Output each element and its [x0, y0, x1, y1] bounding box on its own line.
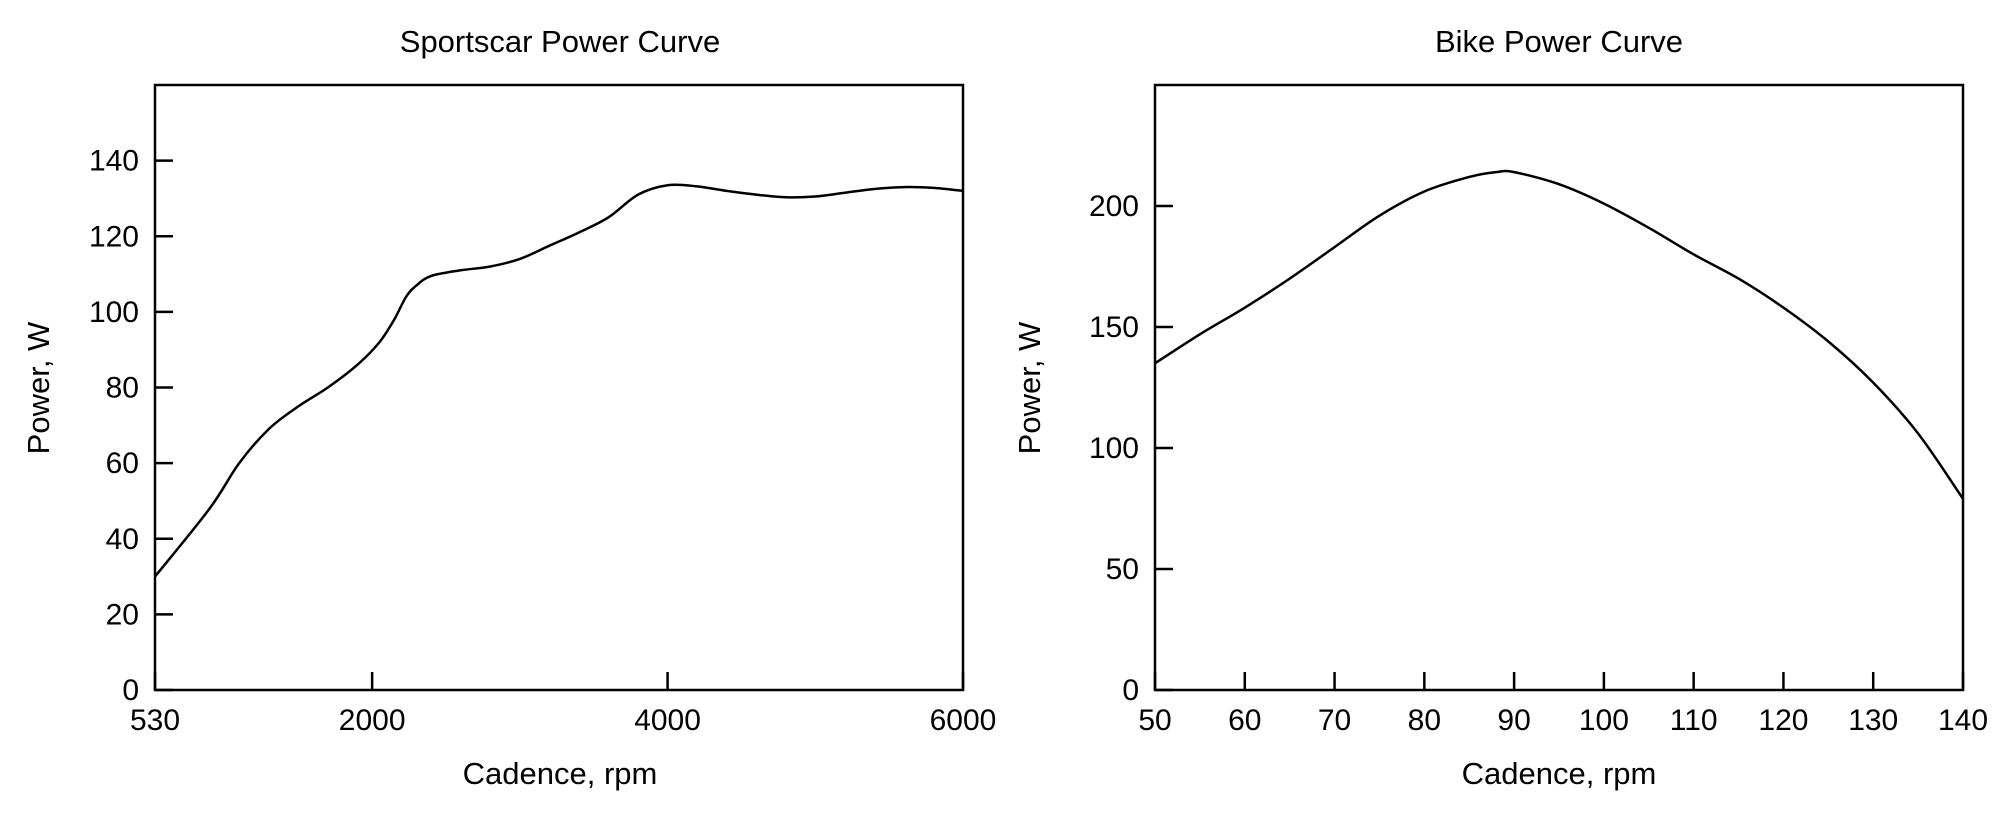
bike-x-tick-label: 70: [1318, 704, 1351, 737]
sportscar-x-ticks: 530 2000 4000 6000: [130, 672, 996, 737]
bike-y-ticks: 0 50 100 150 200: [1089, 190, 1173, 707]
sportscar-x-tick-label: 4000: [634, 704, 701, 737]
bike-x-tick-label: 80: [1408, 704, 1441, 737]
bike-x-tick-label: 110: [1670, 704, 1718, 737]
sportscar-chart: Sportscar Power Curve 0 20 40 60 80 100 120 140…: [21, 24, 996, 791]
bike-x-ticks: 50 60 70 80 90 100 110 120 130 140: [1138, 672, 1988, 737]
bike-y-tick-label: 200: [1089, 190, 1139, 223]
sportscar-y-tick-label: 60: [106, 447, 139, 480]
bike-x-axis-label: Cadence, rpm: [1462, 756, 1657, 791]
bike-y-tick-label: 100: [1089, 432, 1139, 465]
bike-x-tick-label: 50: [1138, 704, 1171, 737]
bike-y-axis-label: Power, W: [1012, 321, 1047, 454]
bike-y-tick-label: 0: [1122, 674, 1139, 707]
bike-y-tick-label: 50: [1106, 553, 1139, 586]
sportscar-y-tick-label: 0: [122, 674, 139, 707]
bike-y-tick-label: 150: [1089, 311, 1139, 344]
sportscar-y-tick-label: 80: [106, 372, 139, 405]
sportscar-x-tick-label: 2000: [339, 704, 406, 737]
sportscar-y-tick-label: 120: [89, 220, 139, 253]
sportscar-power-line: [154, 183, 964, 578]
sportscar-plot-frame: [153, 83, 965, 692]
sportscar-y-axis-label: Power, W: [21, 321, 56, 454]
sportscar-y-tick-label: 140: [89, 145, 139, 178]
sportscar-x-tick-label: 530: [130, 704, 180, 737]
sportscar-chart-title: Sportscar Power Curve: [400, 24, 720, 59]
bike-x-tick-label: 60: [1228, 704, 1261, 737]
bike-x-tick-label: 140: [1938, 704, 1988, 737]
bike-x-tick-label: 120: [1758, 704, 1808, 737]
sportscar-x-tick-label: 6000: [930, 704, 997, 737]
bike-plot-frame: [1153, 83, 1965, 692]
bike-power-line: [1154, 169, 1965, 500]
sportscar-y-tick-label: 40: [106, 523, 139, 556]
sportscar-y-ticks: 0 20 40 60 80 100 120 140: [89, 145, 173, 707]
bike-chart-title: Bike Power Curve: [1435, 24, 1683, 59]
bike-x-tick-label: 100: [1579, 704, 1629, 737]
sportscar-y-tick-label: 100: [89, 296, 139, 329]
sportscar-y-tick-label: 20: [106, 598, 139, 631]
bike-x-tick-label: 130: [1848, 704, 1898, 737]
bike-x-tick-label: 90: [1497, 704, 1530, 737]
sportscar-x-axis-label: Cadence, rpm: [463, 756, 658, 791]
